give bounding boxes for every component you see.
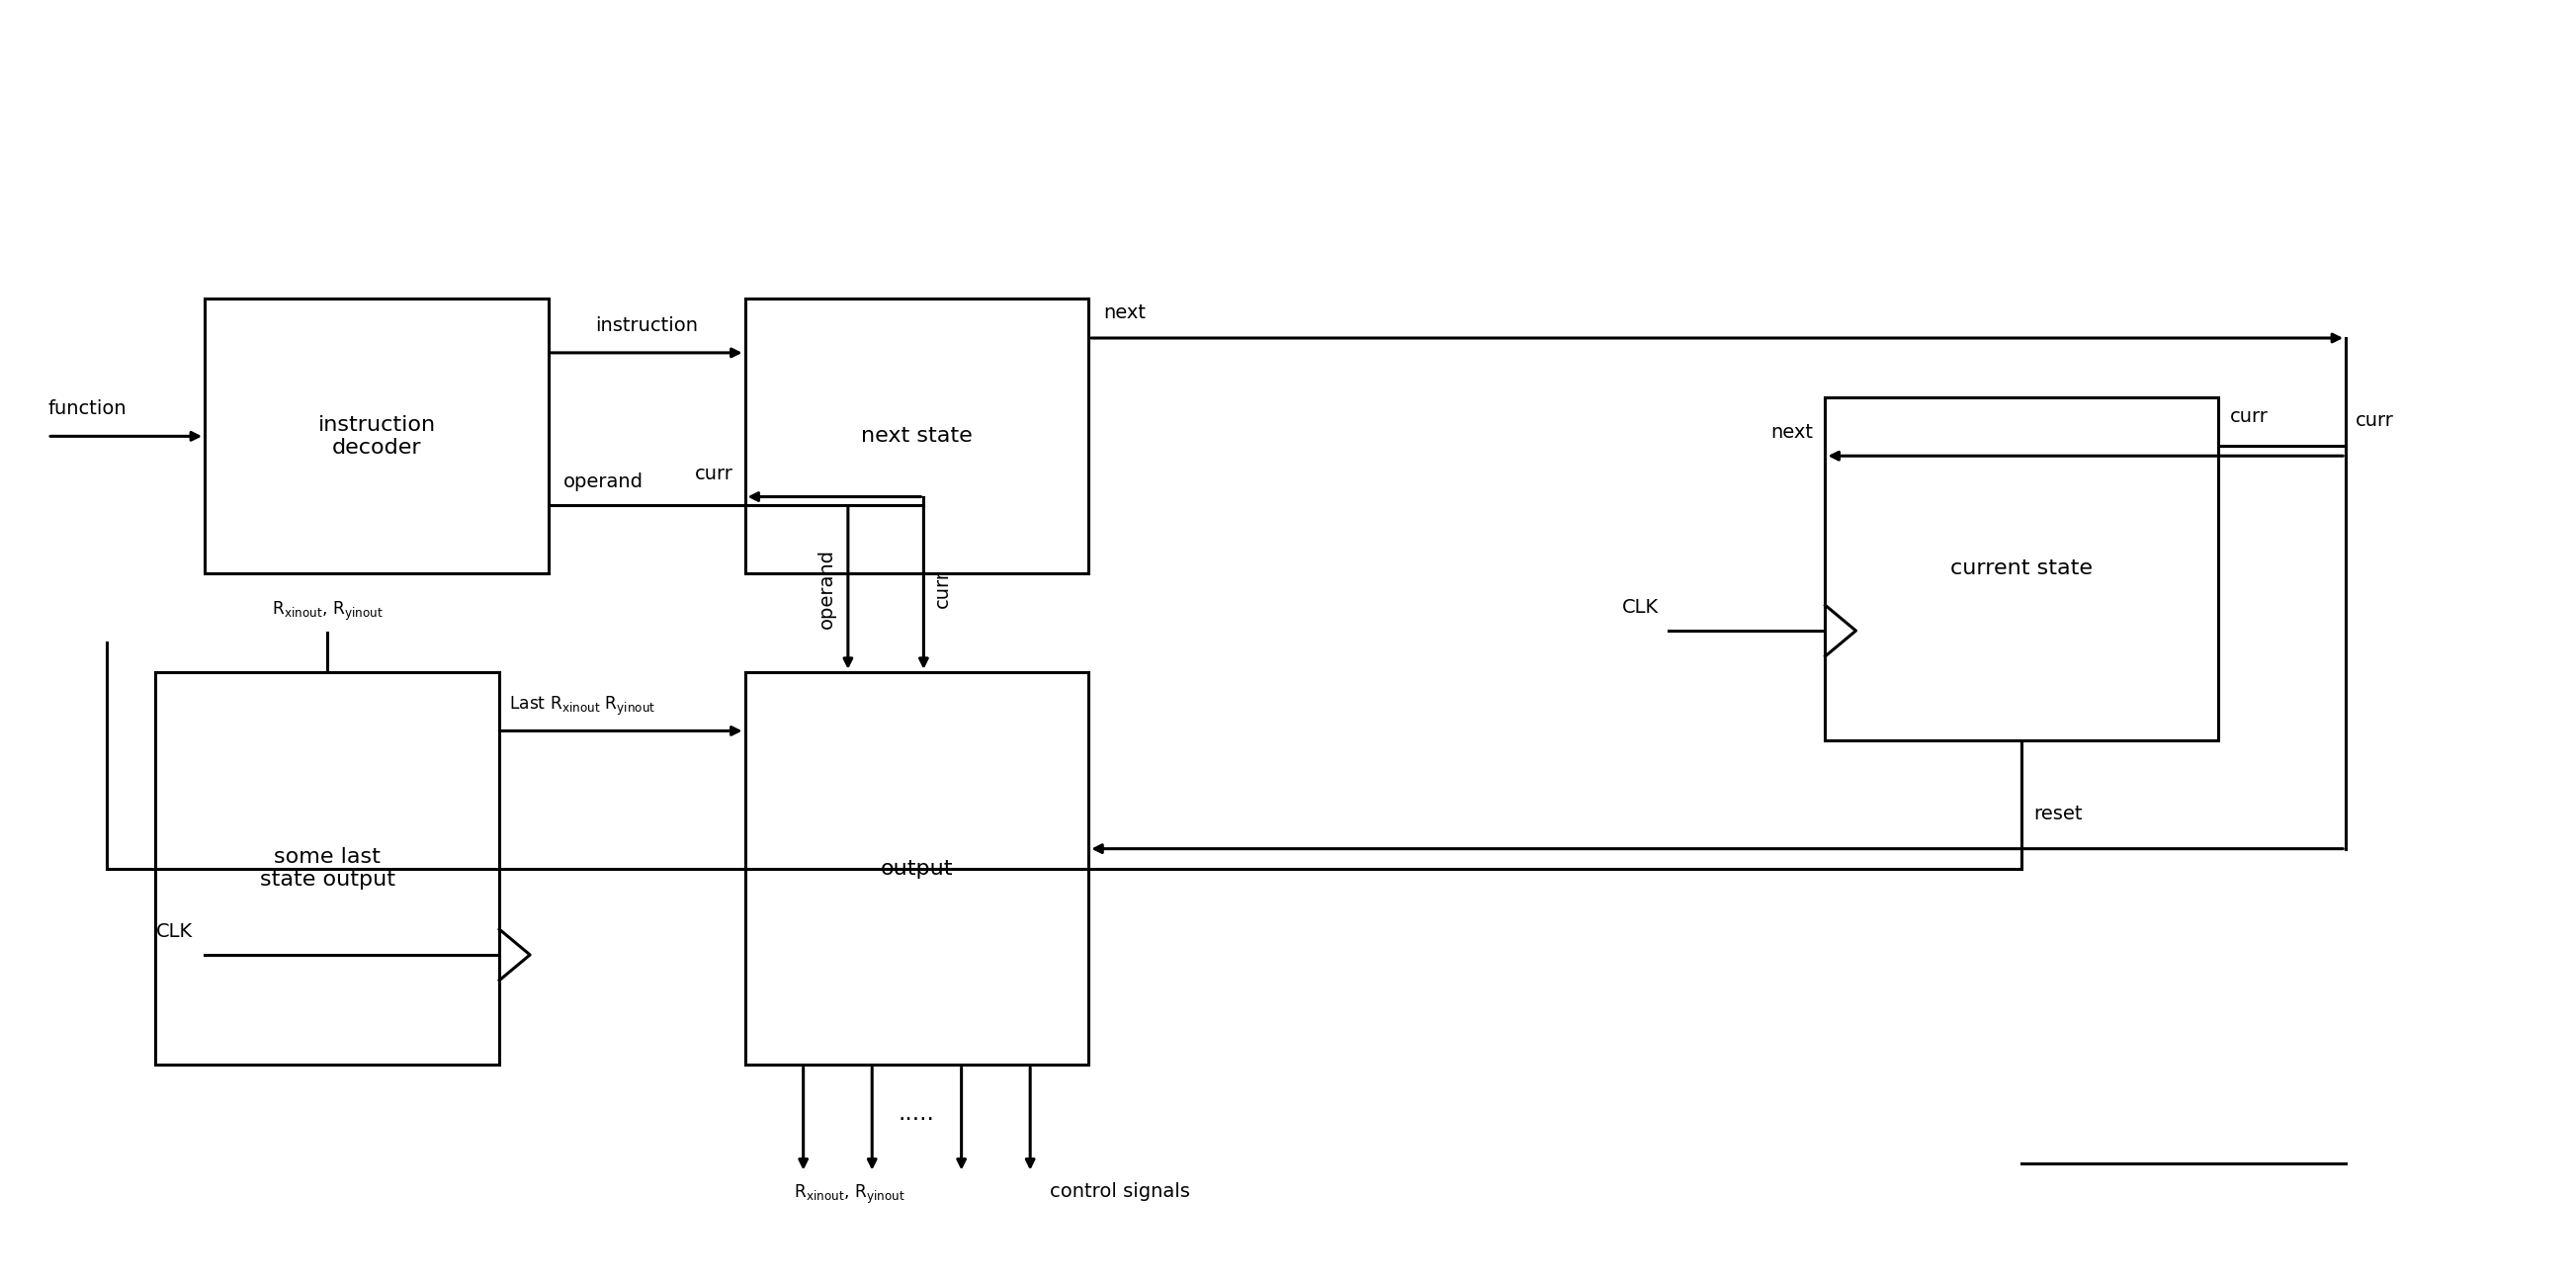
- Text: current state: current state: [1950, 559, 2092, 578]
- Text: reset: reset: [2032, 804, 2081, 824]
- Text: function: function: [46, 400, 126, 419]
- Bar: [204, 298, 549, 573]
- Bar: [1826, 397, 2218, 740]
- Text: curr: curr: [2354, 411, 2393, 430]
- Text: .....: .....: [899, 1103, 935, 1126]
- Text: output: output: [881, 858, 953, 878]
- Text: some last
state output: some last state output: [260, 847, 394, 889]
- Text: R$_\mathregular{xinout}$, R$_\mathregular{yinout}$: R$_\mathregular{xinout}$, R$_\mathregula…: [793, 1182, 904, 1205]
- Text: CLK: CLK: [157, 923, 193, 941]
- Text: curr: curr: [2231, 407, 2269, 425]
- Text: next state: next state: [860, 427, 974, 446]
- Text: next: next: [1103, 303, 1146, 323]
- Bar: [155, 672, 500, 1065]
- Text: Last R$_\mathregular{xinout}$ R$_\mathregular{yinout}$: Last R$_\mathregular{xinout}$ R$_\mathre…: [510, 694, 657, 717]
- Text: operand: operand: [817, 549, 837, 628]
- Text: next: next: [1770, 423, 1814, 442]
- Text: CLK: CLK: [1620, 599, 1659, 617]
- Text: instruction: instruction: [595, 316, 698, 335]
- Text: operand: operand: [564, 473, 644, 491]
- Text: instruction
decoder: instruction decoder: [317, 415, 435, 457]
- Text: curr: curr: [696, 464, 734, 483]
- Text: control signals: control signals: [1051, 1182, 1190, 1201]
- Text: R$_\mathregular{xinout}$, R$_\mathregular{yinout}$: R$_\mathregular{xinout}$, R$_\mathregula…: [273, 600, 384, 623]
- Text: curr: curr: [933, 569, 953, 608]
- Bar: [744, 298, 1090, 573]
- Bar: [744, 672, 1090, 1065]
